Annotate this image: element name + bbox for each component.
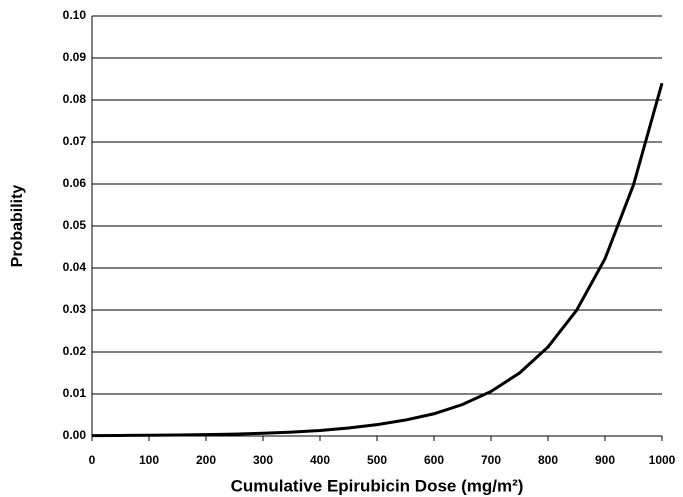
y-tick-label: 0.06 <box>63 176 87 190</box>
x-tick-label: 1000 <box>649 453 676 467</box>
x-tick-label: 500 <box>367 453 387 467</box>
x-tick-label: 400 <box>310 453 330 467</box>
x-tick-label: 700 <box>481 453 501 467</box>
y-tick-label: 0.02 <box>63 344 87 358</box>
x-tick-label: 300 <box>253 453 273 467</box>
y-tick-label: 0.09 <box>63 50 87 64</box>
y-tick-label: 0.04 <box>63 260 87 274</box>
line <box>91 82 664 438</box>
x-tick-label: 900 <box>595 453 615 467</box>
y-tick-label: 0.07 <box>63 134 87 148</box>
x-tick-label: 0 <box>89 453 96 467</box>
x-tick-label: 200 <box>196 453 216 467</box>
x-tick-label: 800 <box>538 453 558 467</box>
y-tick-label: 0.05 <box>63 218 87 232</box>
y-axis-title: Probability <box>9 185 26 268</box>
y-tick-label: 0.08 <box>63 92 87 106</box>
y-tick-label: 0.03 <box>63 302 87 316</box>
y-tick-label: 0.00 <box>63 428 87 442</box>
x-tick-label: 100 <box>139 453 159 467</box>
y-tick-label: 0.10 <box>63 8 87 22</box>
x-axis-title: Cumulative Epirubicin Dose (mg/m²) <box>231 476 524 495</box>
x-tick-label: 600 <box>424 453 444 467</box>
y-tick-label: 0.01 <box>63 386 87 400</box>
